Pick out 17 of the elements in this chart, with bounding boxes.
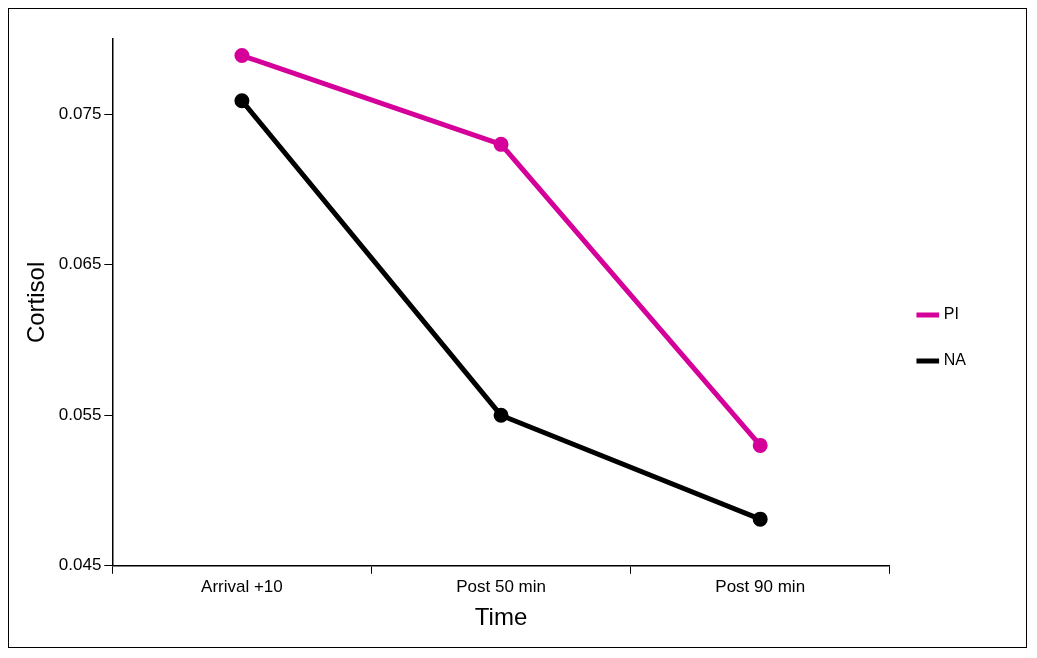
y-tick-label: 0.055 [58, 404, 102, 424]
point [493, 136, 509, 152]
y-tick-label: 0.075 [58, 103, 102, 123]
x-tick-label: Post 90 min [715, 576, 806, 596]
y-tick-label: 0.065 [58, 254, 102, 274]
point [234, 93, 250, 109]
x-tick-label: Arrival +10 [201, 576, 283, 596]
x-tick-label: Post 50 min [456, 576, 546, 596]
y-axis-title: Cortisol [22, 261, 50, 344]
point [493, 407, 509, 423]
legend-label: NA [943, 351, 967, 369]
y-tick-label: 0.045 [58, 555, 102, 575]
point [752, 437, 768, 453]
point [234, 48, 250, 64]
legend-label: PI [943, 305, 959, 323]
point [752, 511, 768, 527]
x-axis-title: Time [474, 603, 528, 631]
